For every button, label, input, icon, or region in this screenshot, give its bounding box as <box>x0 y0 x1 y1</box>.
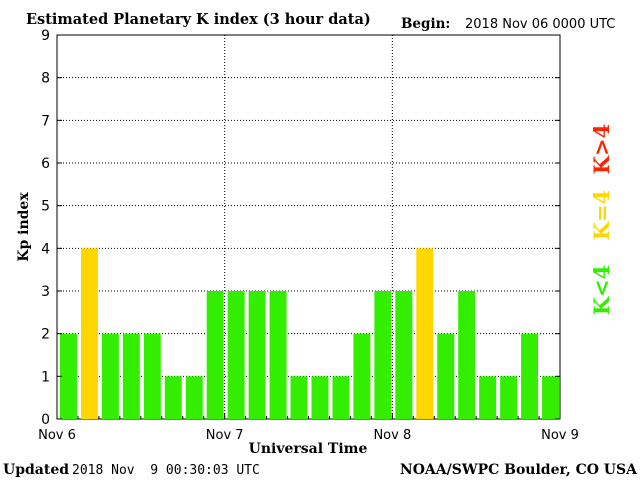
x-tick-label: Nov 6 <box>38 428 76 443</box>
kp-bar <box>290 376 308 419</box>
x-tick-label: Nov 8 <box>373 428 411 443</box>
kp-bar <box>374 291 392 419</box>
kp-bar <box>458 291 476 419</box>
x-tick-label: Nov 9 <box>541 428 579 443</box>
y-axis-label: Kp index <box>16 192 32 262</box>
legend: K>4 K=4 K<4 <box>589 124 614 315</box>
kp-bar <box>143 333 161 419</box>
begin-value: 2018 Nov 06 0000 UTC <box>465 17 615 32</box>
kp-bar <box>122 333 140 419</box>
kp-bar <box>164 376 182 419</box>
y-tick-label: 1 <box>41 369 50 385</box>
kp-bar <box>227 291 245 419</box>
legend-k-below-4: K<4 <box>589 265 614 315</box>
y-tick-label: 6 <box>41 156 50 172</box>
kp-bar <box>332 376 350 419</box>
credit-text: NOAA/SWPC Boulder, CO USA <box>400 462 638 478</box>
kp-bar <box>395 291 413 419</box>
kp-bar <box>101 333 119 419</box>
kp-bar <box>80 248 98 419</box>
legend-k-equal-4: K=4 <box>589 190 614 240</box>
y-tick-label: 8 <box>41 71 50 87</box>
kp-bar <box>206 291 224 419</box>
x-tick-label: Nov 7 <box>206 428 244 443</box>
kp-bar <box>311 376 329 419</box>
kp-bar <box>269 291 287 419</box>
y-axis-ticks: 0 1 2 3 4 5 6 7 8 9 <box>41 28 560 428</box>
y-tick-label: 9 <box>41 28 50 44</box>
legend-k-above-4: K>4 <box>589 124 614 174</box>
y-tick-label: 2 <box>41 327 50 343</box>
kp-bar <box>479 376 497 419</box>
kp-bar <box>60 333 77 419</box>
kp-bar <box>542 376 559 419</box>
updated-value: 2018 Nov 9 00:30:03 UTC <box>72 463 260 478</box>
kp-bar <box>416 248 434 419</box>
plot-area <box>56 34 561 420</box>
kp-bar <box>521 333 539 419</box>
kp-bars <box>60 248 559 419</box>
x-axis-ticks: Nov 6 Nov 7 Nov 8 Nov 9 <box>38 413 579 443</box>
kp-bar <box>185 376 203 419</box>
y-tick-label: 7 <box>41 113 50 129</box>
kp-bar <box>437 333 455 419</box>
y-tick-label: 5 <box>41 199 50 215</box>
kp-bar <box>248 291 266 419</box>
kp-bar <box>353 333 371 419</box>
y-tick-label: 3 <box>41 284 50 300</box>
begin-label: Begin: <box>401 16 450 32</box>
kp-bar <box>500 376 518 419</box>
x-axis-label: Universal Time <box>249 441 368 457</box>
updated-label: Updated <box>3 462 69 478</box>
grid-lines <box>57 35 560 419</box>
chart-title: Estimated Planetary K index (3 hour data… <box>26 11 371 28</box>
y-tick-label: 0 <box>41 412 50 428</box>
y-tick-label: 4 <box>41 241 50 257</box>
